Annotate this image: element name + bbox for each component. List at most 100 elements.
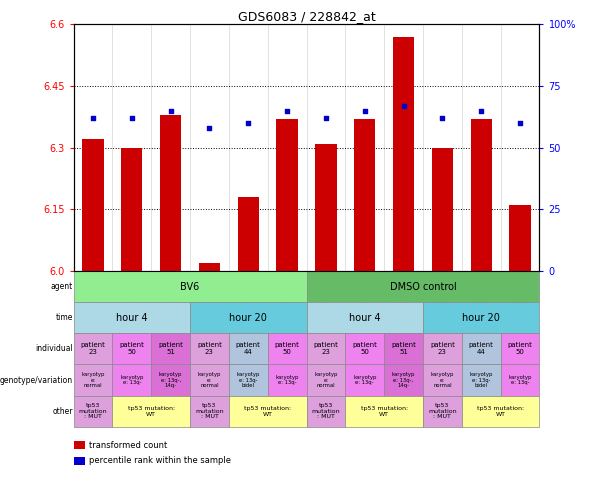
- Bar: [354, 119, 375, 271]
- Bar: [345, 333, 384, 365]
- Text: transformed count: transformed count: [89, 441, 167, 450]
- Bar: [190, 396, 229, 426]
- Bar: [121, 148, 142, 271]
- Text: tp53 mutation:
WT: tp53 mutation: WT: [360, 406, 408, 416]
- Bar: [393, 37, 414, 271]
- Bar: [112, 396, 190, 426]
- Point: [360, 107, 370, 114]
- Text: karyotyp
e: 13q-,
14q-: karyotyp e: 13q-, 14q-: [159, 372, 182, 388]
- Bar: [74, 302, 190, 333]
- Bar: [229, 333, 268, 365]
- Text: karyotyp
e: 13q-
bidel: karyotyp e: 13q- bidel: [237, 372, 260, 388]
- Text: tp53 mutation:
WT: tp53 mutation: WT: [244, 406, 291, 416]
- Text: tp53
mutation
: MUT: tp53 mutation : MUT: [311, 403, 340, 419]
- Text: karyotyp
e:
normal: karyotyp e: normal: [198, 372, 221, 388]
- Bar: [306, 271, 539, 302]
- Bar: [190, 365, 229, 396]
- Bar: [268, 365, 306, 396]
- Bar: [315, 143, 337, 271]
- Bar: [112, 365, 151, 396]
- Bar: [190, 333, 229, 365]
- Point: [515, 119, 525, 127]
- Text: tp53 mutation:
WT: tp53 mutation: WT: [128, 406, 175, 416]
- Text: patient
51: patient 51: [158, 342, 183, 355]
- Bar: [229, 396, 306, 426]
- Text: patient
50: patient 50: [508, 342, 533, 355]
- Point: [205, 124, 215, 132]
- Text: patient
23: patient 23: [430, 342, 455, 355]
- Bar: [423, 302, 539, 333]
- Bar: [384, 333, 423, 365]
- Text: karyotyp
e: 13q-: karyotyp e: 13q-: [275, 375, 299, 385]
- Text: tp53
mutation
: MUT: tp53 mutation : MUT: [78, 403, 107, 419]
- Bar: [345, 365, 384, 396]
- Bar: [74, 333, 112, 365]
- Text: patient
51: patient 51: [391, 342, 416, 355]
- Bar: [112, 333, 151, 365]
- Text: agent: agent: [50, 282, 73, 291]
- Bar: [229, 365, 268, 396]
- Bar: [462, 396, 539, 426]
- Bar: [160, 115, 181, 271]
- Bar: [501, 365, 539, 396]
- Text: patient
50: patient 50: [275, 342, 300, 355]
- Bar: [268, 333, 306, 365]
- Text: patient
44: patient 44: [469, 342, 493, 355]
- Text: karyotyp
e: 13q-: karyotyp e: 13q-: [508, 375, 531, 385]
- Text: tp53
mutation
: MUT: tp53 mutation : MUT: [195, 403, 224, 419]
- Bar: [190, 302, 306, 333]
- Point: [398, 102, 408, 110]
- Text: patient
44: patient 44: [236, 342, 261, 355]
- Text: patient
23: patient 23: [313, 342, 338, 355]
- Bar: [74, 271, 306, 302]
- Bar: [471, 119, 492, 271]
- Text: karyotyp
e:
normal: karyotyp e: normal: [431, 372, 454, 388]
- Text: percentile rank within the sample: percentile rank within the sample: [89, 456, 231, 466]
- Bar: [423, 396, 462, 426]
- Text: patient
50: patient 50: [352, 342, 377, 355]
- Bar: [384, 365, 423, 396]
- Title: GDS6083 / 228842_at: GDS6083 / 228842_at: [238, 10, 375, 23]
- Bar: [276, 119, 298, 271]
- Bar: [199, 263, 220, 271]
- Text: hour 4: hour 4: [116, 313, 148, 323]
- Bar: [345, 396, 423, 426]
- Text: tp53
mutation
: MUT: tp53 mutation : MUT: [428, 403, 457, 419]
- Text: other: other: [52, 407, 73, 416]
- Point: [88, 114, 98, 122]
- Bar: [74, 396, 112, 426]
- Text: individual: individual: [35, 344, 73, 354]
- Text: BV6: BV6: [180, 282, 200, 292]
- Point: [321, 114, 331, 122]
- Bar: [509, 205, 531, 271]
- Text: karyotyp
e: 13q-: karyotyp e: 13q-: [120, 375, 143, 385]
- Text: DMSO control: DMSO control: [390, 282, 456, 292]
- Text: time: time: [55, 313, 73, 322]
- Bar: [151, 365, 190, 396]
- Text: tp53 mutation:
WT: tp53 mutation: WT: [477, 406, 524, 416]
- Bar: [151, 333, 190, 365]
- Text: patient
23: patient 23: [80, 342, 105, 355]
- Bar: [238, 197, 259, 271]
- Point: [127, 114, 137, 122]
- Text: karyotyp
e: 13q-,
14q-: karyotyp e: 13q-, 14q-: [392, 372, 415, 388]
- Point: [166, 107, 175, 114]
- Text: patient
23: patient 23: [197, 342, 222, 355]
- Point: [282, 107, 292, 114]
- Text: karyotyp
e:
normal: karyotyp e: normal: [82, 372, 105, 388]
- Text: karyotyp
e: 13q-
bidel: karyotyp e: 13q- bidel: [470, 372, 493, 388]
- Bar: [306, 333, 345, 365]
- Bar: [306, 365, 345, 396]
- Text: hour 20: hour 20: [229, 313, 267, 323]
- Bar: [82, 140, 104, 271]
- Bar: [432, 148, 453, 271]
- Bar: [462, 365, 501, 396]
- Point: [476, 107, 486, 114]
- Bar: [306, 396, 345, 426]
- Bar: [423, 365, 462, 396]
- Bar: [306, 302, 423, 333]
- Text: karyotyp
e: 13q-: karyotyp e: 13q-: [353, 375, 376, 385]
- Bar: [501, 333, 539, 365]
- Bar: [74, 457, 85, 465]
- Text: karyotyp
e:
normal: karyotyp e: normal: [314, 372, 338, 388]
